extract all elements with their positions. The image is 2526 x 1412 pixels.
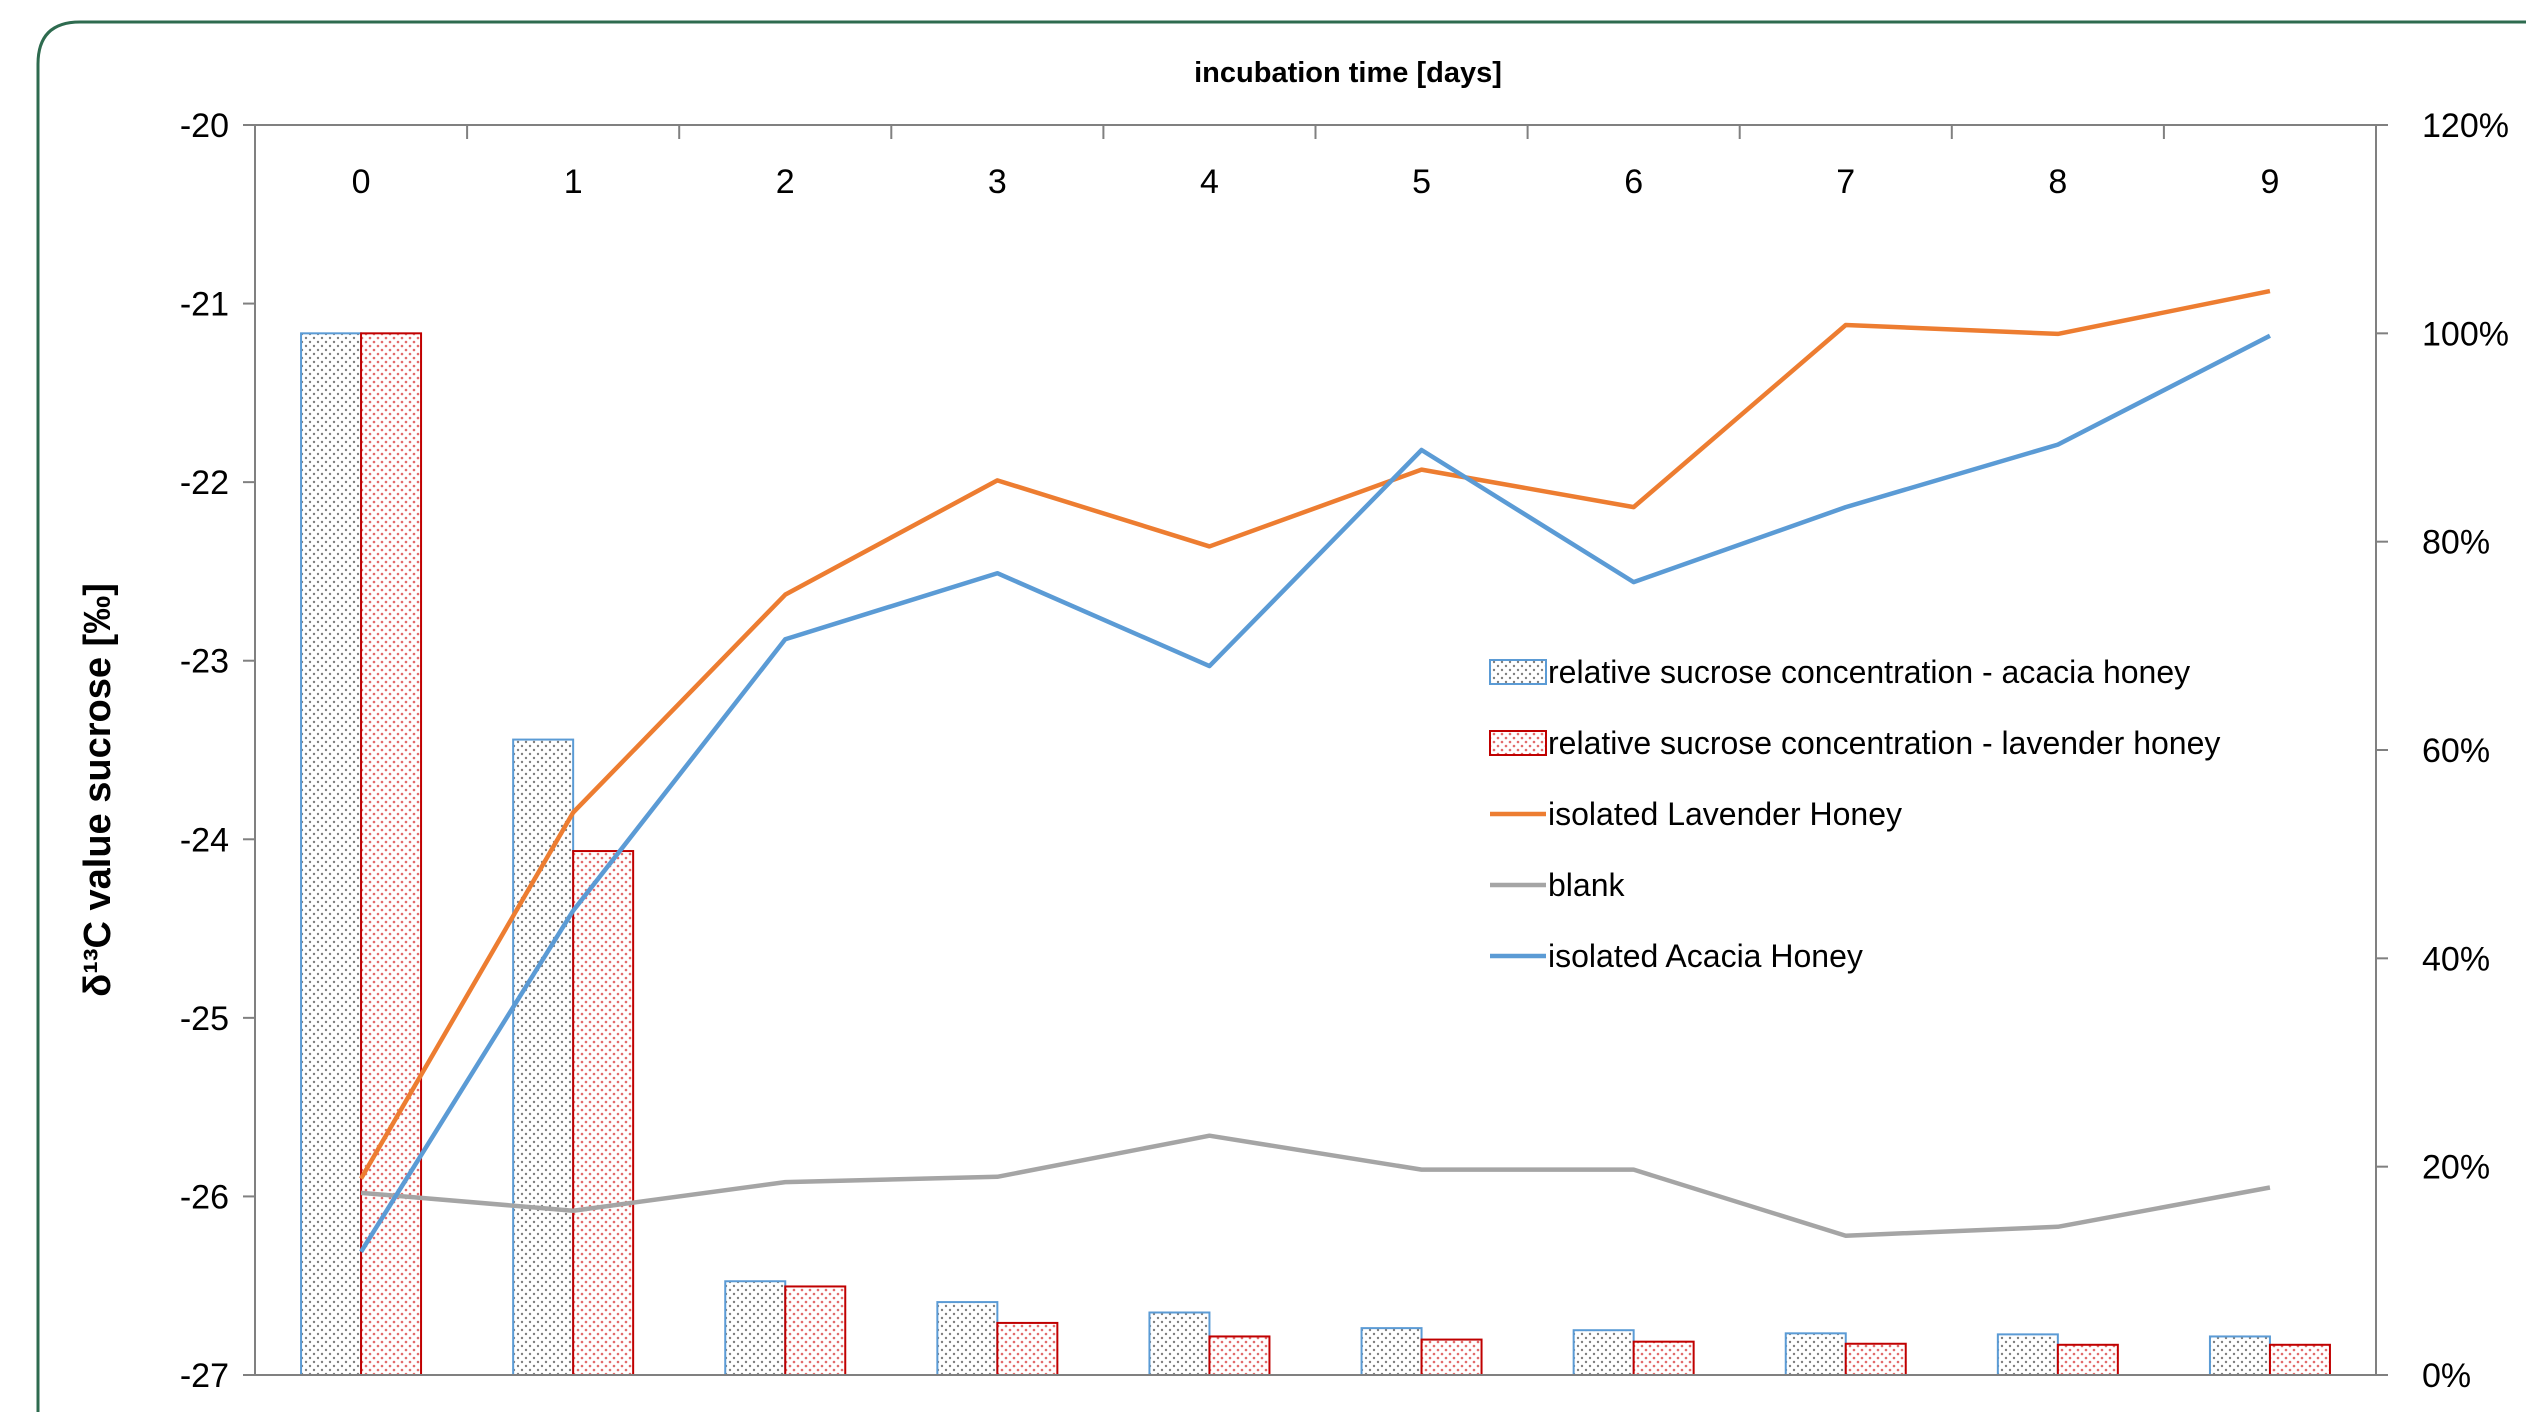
- bar-acacia-1: [512, 738, 575, 1376]
- y-right-tick-label: 40%: [2422, 940, 2490, 978]
- bar-acacia-2: [724, 1280, 787, 1376]
- x-axis-title: incubation time [days]: [1194, 57, 1502, 89]
- bars-layer: [300, 332, 2331, 1377]
- bar-lavender-7: [1844, 1342, 1907, 1376]
- y-right-tick-label: 60%: [2422, 732, 2490, 770]
- legend-label-1: relative sucrose concentration - lavende…: [1548, 725, 2220, 761]
- legend-swatch-bar-1: [1489, 730, 1547, 756]
- bar-lavender-6: [1632, 1340, 1695, 1376]
- y-right-tick-label: 120%: [2422, 107, 2509, 145]
- bar-acacia-4: [1148, 1311, 1211, 1376]
- bar-lavender-2: [784, 1285, 847, 1377]
- axes-layer: -20-21-22-23-24-25-26-27 0%20%40%60%80%10…: [180, 107, 2509, 1395]
- bar-acacia-8: [1996, 1333, 2059, 1376]
- lines-layer: [359, 288, 2271, 1253]
- y-right-tick-label: 0%: [2422, 1357, 2471, 1395]
- x-tick-label: 3: [988, 163, 1007, 201]
- y-left-tick-label: -27: [180, 1357, 229, 1395]
- bar-lavender-4: [1208, 1335, 1271, 1377]
- line-isolated-lavender-honey: [359, 288, 2271, 1180]
- y-left-tick-label: -24: [180, 821, 229, 859]
- legend-label-3: blank: [1548, 867, 1626, 903]
- legend-label-2: isolated Lavender Honey: [1548, 796, 1902, 832]
- y-left-tick-label: -23: [180, 643, 229, 681]
- x-tick-label: 5: [1412, 163, 1431, 201]
- x-tick-label: 8: [2048, 163, 2067, 201]
- legend: relative sucrose concentration - acacia …: [1489, 654, 2220, 974]
- bar-acacia-5: [1360, 1327, 1423, 1376]
- line-blank: [360, 1133, 2271, 1238]
- y-left-tick-label: -26: [180, 1178, 229, 1216]
- bar-acacia-6: [1572, 1329, 1635, 1377]
- bar-lavender-0: [360, 332, 423, 1376]
- y-right-tick-label: 100%: [2422, 315, 2509, 353]
- bar-lavender-8: [2056, 1343, 2119, 1376]
- y-axis-title-left: δ¹³C value sucrose [‰]: [77, 583, 119, 997]
- y-left-tick-label: -25: [180, 1000, 229, 1038]
- x-tick-label: 2: [776, 163, 795, 201]
- y-left-tick-label: -22: [180, 464, 229, 502]
- bar-acacia-9: [2208, 1335, 2271, 1377]
- legend-label-0: relative sucrose concentration - acacia …: [1548, 654, 2190, 690]
- bar-acacia-7: [1784, 1332, 1847, 1377]
- chart-border: [36, 20, 2526, 1412]
- bar-acacia-3: [936, 1301, 999, 1377]
- x-tick-label: 6: [1624, 163, 1643, 201]
- line-isolated-acacia-honey: [359, 333, 2271, 1253]
- y-right-tick-label: 80%: [2422, 524, 2490, 562]
- x-tick-label: 0: [352, 163, 371, 201]
- bar-lavender-9: [2268, 1343, 2331, 1376]
- y-left-tick-label: -20: [180, 107, 229, 145]
- bar-lavender-3: [996, 1321, 1059, 1376]
- y-right-tick-label: 20%: [2422, 1149, 2490, 1187]
- x-tick-label: 9: [2260, 163, 2279, 201]
- bar-lavender-5: [1420, 1338, 1483, 1377]
- x-tick-label: 4: [1200, 163, 1219, 201]
- y-left-tick-label: -21: [180, 286, 229, 324]
- x-tick-label: 7: [1836, 163, 1855, 201]
- x-tick-label: 1: [564, 163, 583, 201]
- bar-acacia-0: [300, 332, 363, 1376]
- legend-swatch-bar-0: [1489, 659, 1547, 685]
- bar-lavender-1: [572, 850, 635, 1376]
- legend-label-4: isolated Acacia Honey: [1548, 938, 1863, 974]
